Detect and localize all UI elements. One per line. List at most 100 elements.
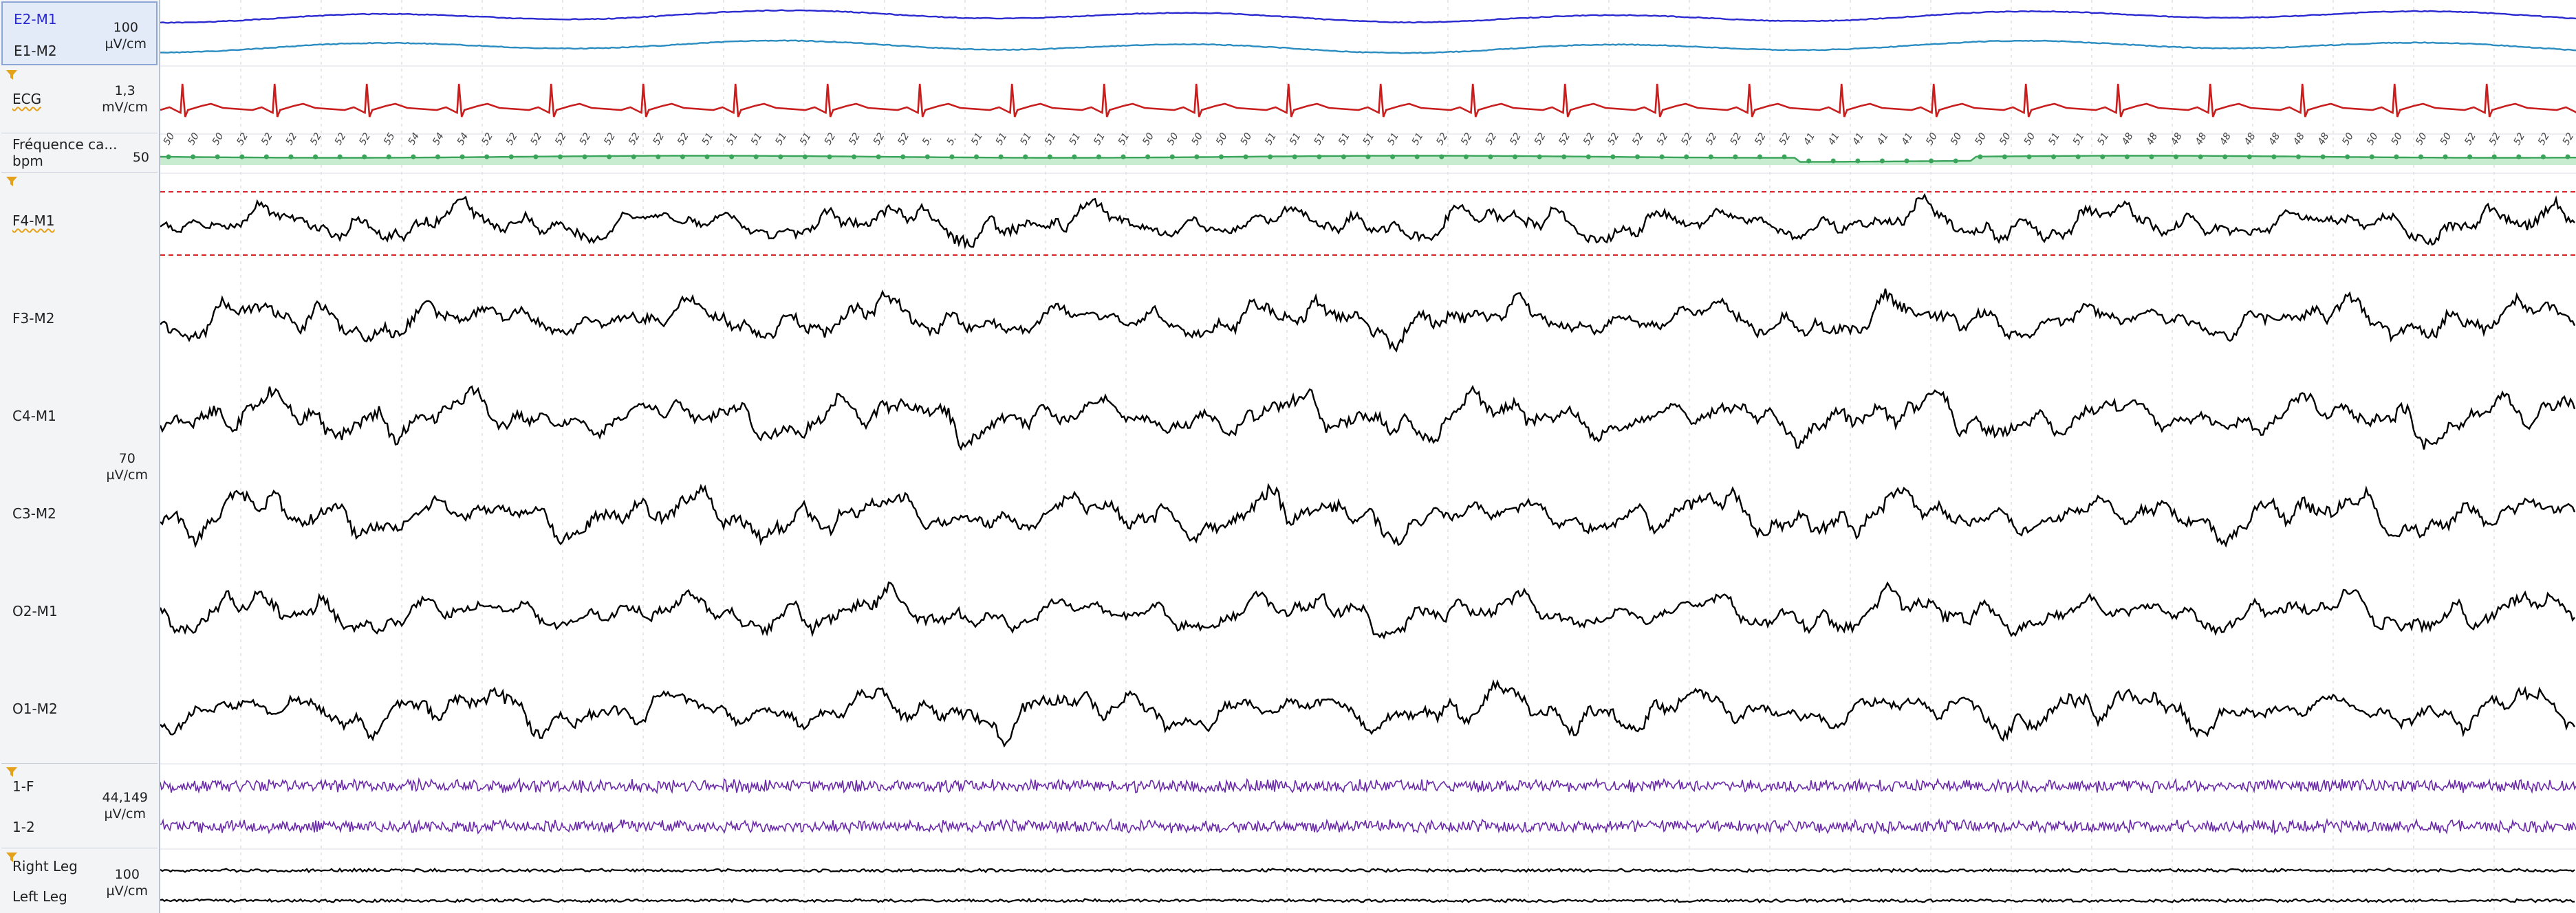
- beat-marker: [1610, 154, 1616, 160]
- channel-label-left-leg[interactable]: Left Leg: [12, 888, 67, 905]
- heart-rate-fill: [160, 155, 2576, 165]
- trace-e2-m1[interactable]: [160, 9, 2576, 24]
- trace-emg-1-2[interactable]: [160, 817, 2576, 835]
- beat-rate-label: 51: [1068, 131, 1083, 147]
- beat-marker: [2075, 154, 2081, 160]
- channel-label-panel: E2-M1 E1-M2 100 µV/cm ECG 1,3 mV/cm Fréq…: [0, 0, 160, 913]
- trace-c4-m1[interactable]: [160, 384, 2576, 451]
- emg-group[interactable]: 1-F 1-2 44,149 µV/cm: [1, 764, 158, 848]
- channel-label-emg-1-2[interactable]: 1-2: [12, 819, 35, 835]
- beat-rate-label: 41: [1801, 131, 1817, 147]
- beat-rate-label: 50: [1973, 131, 1989, 147]
- beat-marker: [1317, 154, 1322, 160]
- beat-rate-label: 52: [847, 131, 863, 147]
- beat-rate-label: 50: [1165, 131, 1181, 147]
- beat-marker: [2247, 154, 2252, 160]
- beat-marker: [239, 154, 245, 160]
- beat-rate-label: 52: [1777, 131, 1793, 147]
- beat-rate-label: 52: [627, 131, 642, 147]
- trace-o1-m2[interactable]: [160, 679, 2575, 748]
- beat-rate-label: 52: [2511, 131, 2527, 147]
- ecg-scale[interactable]: 1,3 mV/cm: [102, 82, 148, 116]
- trace-left-leg[interactable]: [160, 897, 2575, 904]
- filter-icon[interactable]: [6, 766, 18, 778]
- beat-rate-label: 48: [2218, 131, 2233, 147]
- beat-marker: [2394, 154, 2399, 160]
- trace-right-leg[interactable]: [160, 867, 2575, 874]
- channel-label-f4-m1[interactable]: F4-M1: [12, 212, 55, 229]
- beat-marker: [704, 154, 710, 160]
- legs-group[interactable]: Right Leg Left Leg 100 µV/cm: [1, 850, 158, 912]
- filter-icon[interactable]: [6, 851, 18, 864]
- beat-rate-label: 50: [1140, 131, 1156, 147]
- channel-label-o1-m2[interactable]: O1-M2: [12, 701, 58, 717]
- beat-rate-label: 52: [1630, 131, 1646, 147]
- heart-rate-group[interactable]: Fréquence ca... bpm 50: [1, 134, 158, 173]
- eeg-scale-value: 70: [118, 451, 136, 466]
- beat-marker: [2149, 154, 2154, 160]
- channel-label-c3-m2[interactable]: C3-M2: [12, 505, 56, 522]
- beat-rate-label: 52: [2487, 131, 2503, 147]
- beat-rate-label: 41: [1850, 131, 1866, 147]
- trace-o2-m1[interactable]: [160, 581, 2575, 640]
- beat-marker: [1684, 154, 1689, 160]
- trace-f4-m1[interactable]: [160, 192, 2575, 250]
- beat-rate-label: 51: [2071, 131, 2087, 147]
- beat-marker: [1585, 154, 1591, 160]
- beat-marker: [1072, 154, 1077, 160]
- beat-rate-label: 54: [431, 131, 446, 147]
- beat-marker: [924, 154, 930, 160]
- beat-marker: [2467, 154, 2473, 160]
- channel-label-o2-m1[interactable]: O2-M1: [12, 603, 58, 619]
- channel-label-heart-rate[interactable]: Fréquence ca...: [12, 136, 118, 153]
- beat-marker: [582, 154, 587, 160]
- ecg-group[interactable]: ECG 1,3 mV/cm: [1, 67, 158, 133]
- trace-c3-m2[interactable]: [160, 483, 2576, 549]
- beat-marker: [2271, 154, 2277, 160]
- beat-rate-label: 51: [700, 131, 716, 147]
- beat-marker: [337, 154, 343, 160]
- emg-scale[interactable]: 44,149 µV/cm: [102, 789, 148, 822]
- beat-marker: [1145, 154, 1151, 160]
- channel-label-emg-1-f[interactable]: 1-F: [12, 778, 34, 795]
- channel-label-c4-m1[interactable]: C4-M1: [12, 408, 56, 424]
- eog-group[interactable]: E2-M1 E1-M2 100 µV/cm: [1, 1, 158, 65]
- legs-scale[interactable]: 100 µV/cm: [107, 866, 148, 899]
- channel-label-f3-m2[interactable]: F3-M2: [12, 310, 55, 327]
- trace-ecg[interactable]: [160, 83, 2576, 118]
- channel-label-e2-m1[interactable]: E2-M1: [14, 11, 57, 28]
- filter-icon[interactable]: [6, 175, 18, 188]
- beat-marker: [2198, 154, 2203, 160]
- trace-emg-1-f[interactable]: [160, 777, 2576, 795]
- trace-f3-m2[interactable]: [160, 288, 2576, 353]
- beat-marker: [974, 154, 979, 160]
- eeg-group[interactable]: F4-M1 F3-M2 C4-M1 C3-M2 O2-M1 O1-M2 70 µ…: [1, 174, 158, 764]
- beat-marker: [827, 154, 832, 160]
- beat-marker: [998, 154, 1004, 160]
- eog-scale[interactable]: 100 µV/cm: [105, 19, 147, 52]
- beat-marker: [557, 154, 563, 160]
- legs-scale-value: 100: [114, 867, 140, 882]
- channel-label-e1-m2[interactable]: E1-M2: [14, 43, 57, 59]
- ecg-scale-value: 1,3: [114, 83, 136, 98]
- channel-label-right-leg[interactable]: Right Leg: [12, 858, 78, 874]
- beat-rate-label: 51: [1018, 131, 1034, 147]
- beat-marker: [1830, 158, 1836, 164]
- trace-e1-m2[interactable]: [160, 39, 2576, 54]
- beat-rate-label: 50: [1924, 131, 1940, 147]
- eeg-scale[interactable]: 70 µV/cm: [107, 450, 148, 483]
- beat-marker: [1341, 154, 1346, 160]
- eog-scale-value: 100: [113, 20, 138, 35]
- signal-traces-area[interactable]: 50 50 50 52 52 52 52 52 52 55 54 54 54 52 52 52 52 52 52 52…: [160, 0, 2576, 913]
- beat-marker: [1708, 154, 1713, 160]
- beat-rate-label: 5.: [945, 133, 960, 147]
- beat-rate-label: 51: [1312, 131, 1328, 147]
- filter-icon[interactable]: [6, 69, 18, 81]
- beat-rate-label: 52: [1484, 131, 1500, 147]
- beat-marker: [1929, 158, 1934, 164]
- beat-rate-label: 51: [1263, 131, 1279, 147]
- beat-rate-label: 50: [2340, 131, 2356, 147]
- beat-marker: [459, 154, 465, 160]
- channel-label-ecg[interactable]: ECG: [12, 91, 42, 107]
- legs-scale-unit: µV/cm: [106, 883, 148, 899]
